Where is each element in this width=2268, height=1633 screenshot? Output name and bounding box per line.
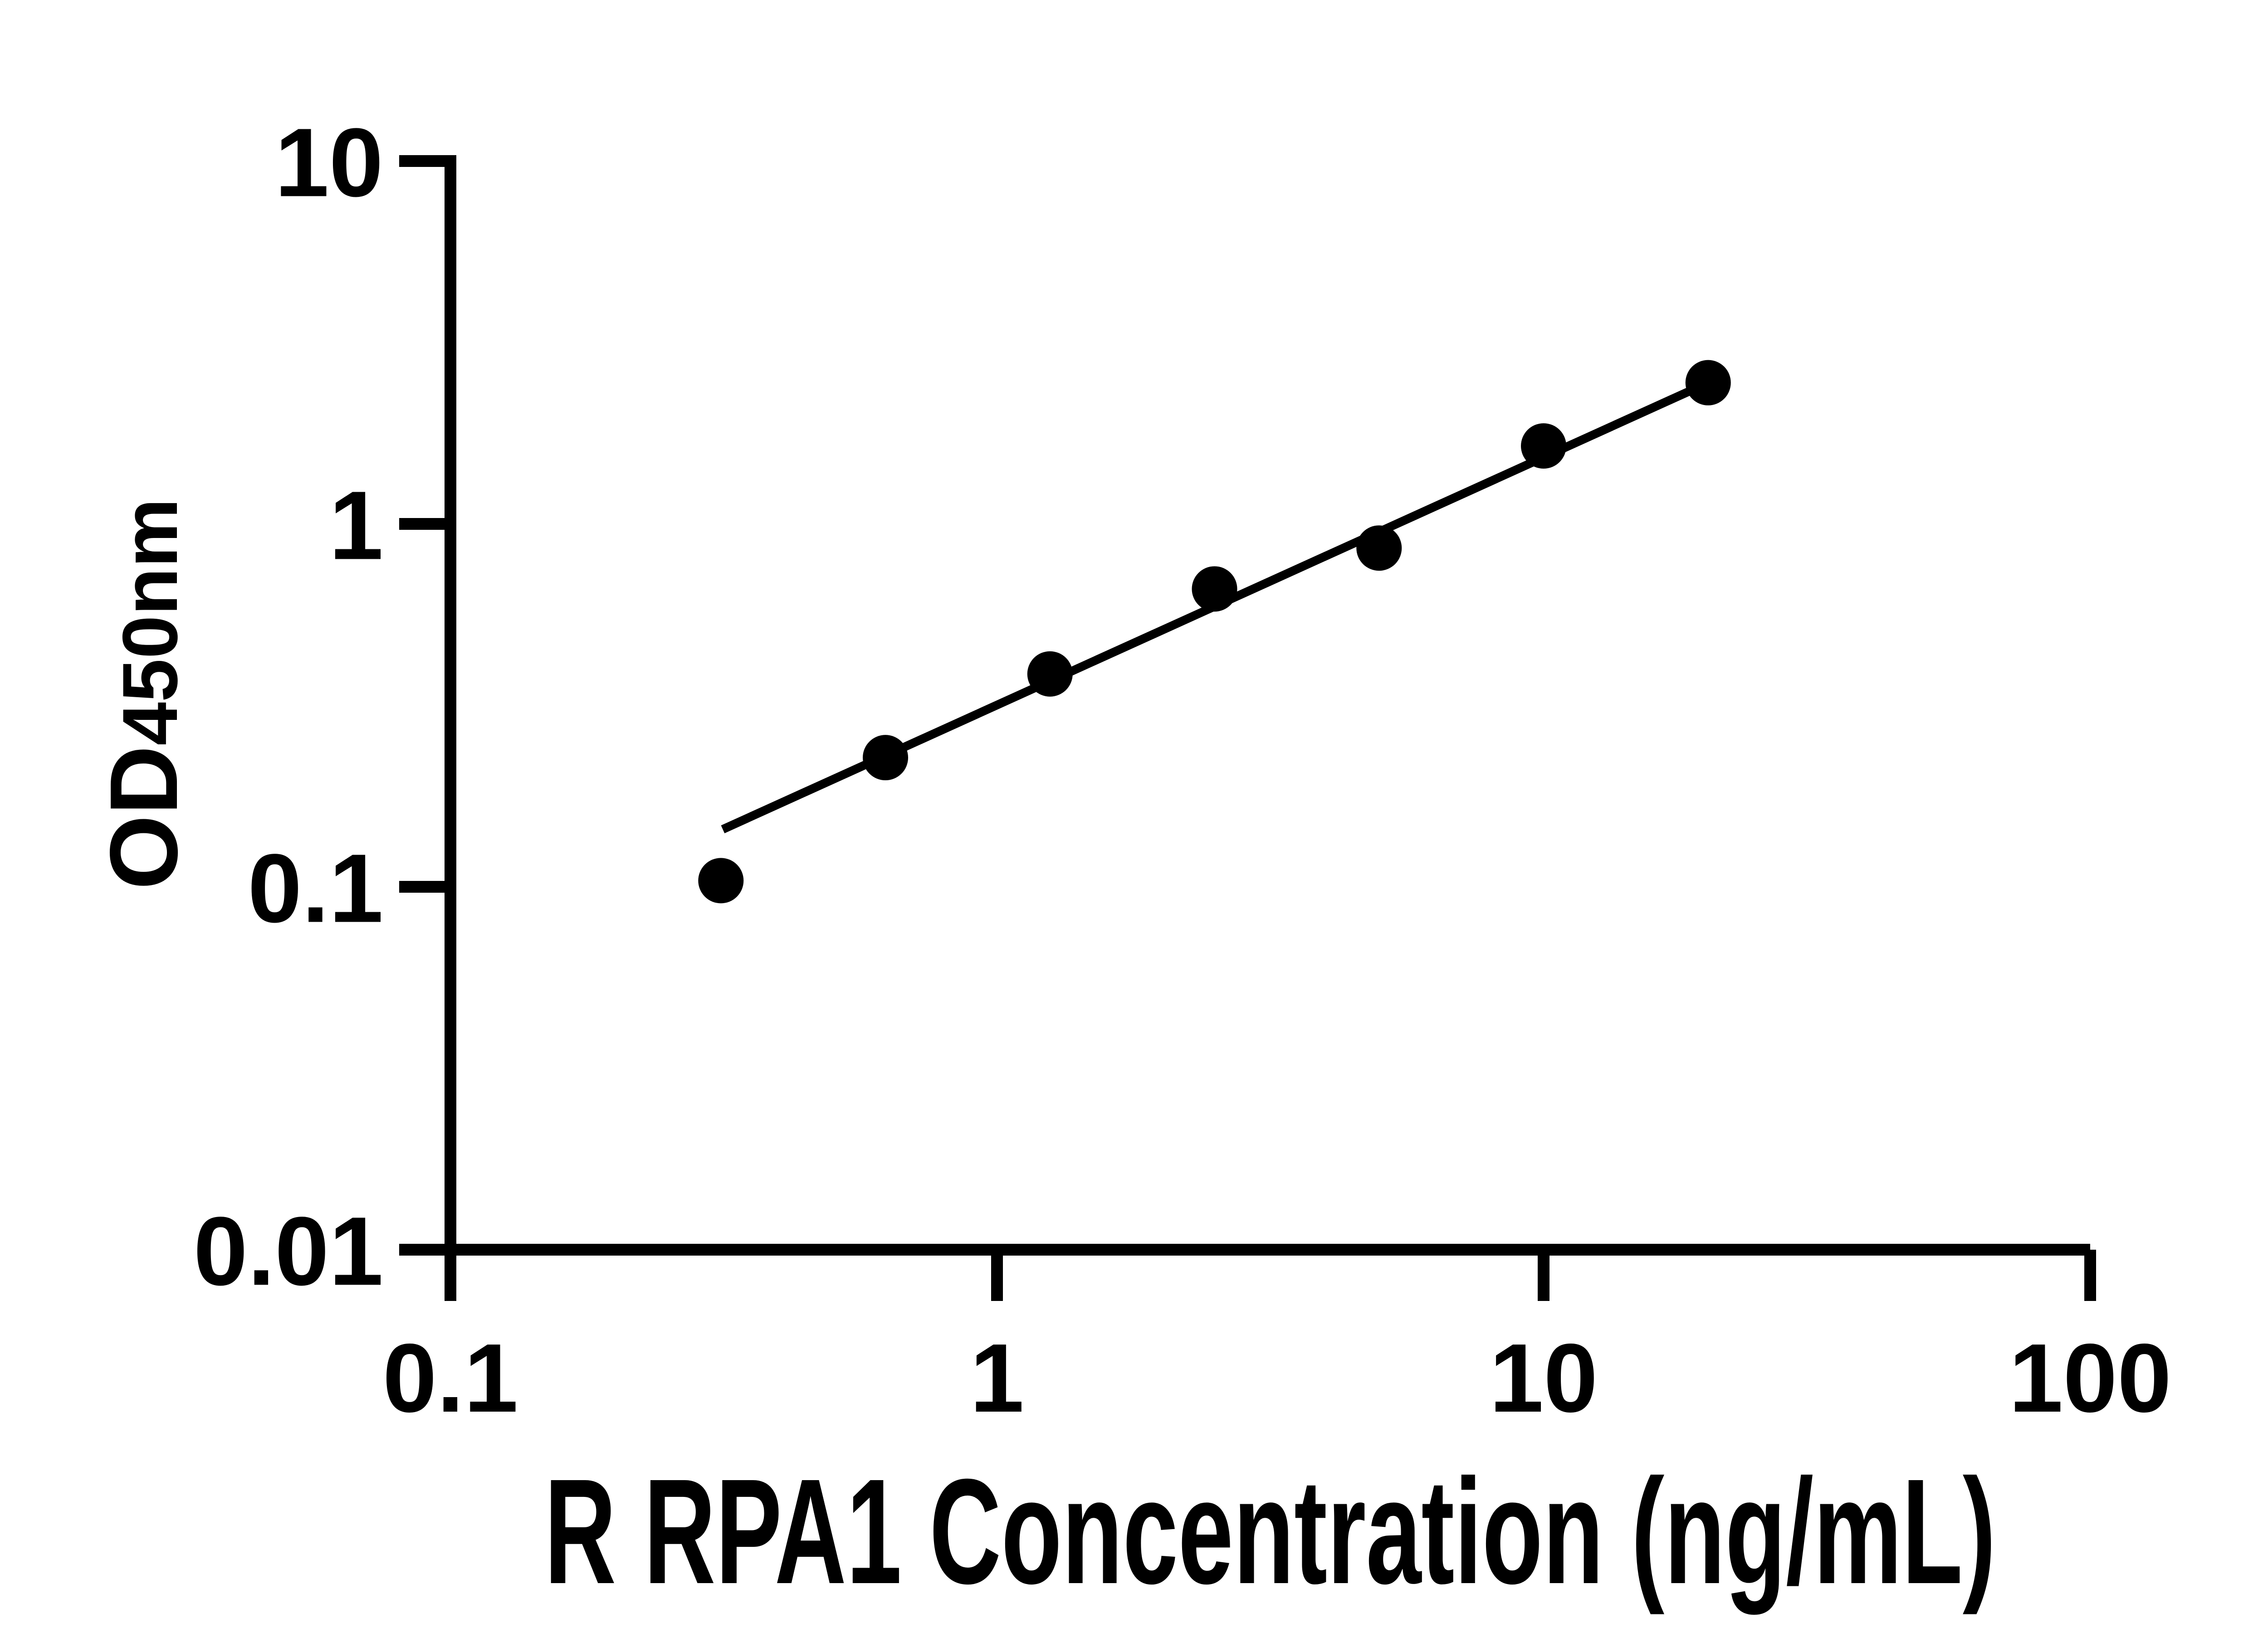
y-tick-label: 0.01 (194, 1196, 383, 1305)
x-tick-label: 10 (1489, 1323, 1598, 1433)
data-point (1685, 360, 1731, 406)
axes-layer (399, 155, 2096, 1301)
data-point (1027, 651, 1073, 697)
x-axis-title: R RPA1 Concentration (ng/mL) (544, 1447, 1996, 1616)
data-point (863, 735, 909, 781)
x-tick-label: 0.1 (383, 1323, 518, 1433)
y-axis-title-subscript: 450nm (107, 499, 194, 746)
x-tick-label: 100 (2009, 1323, 2172, 1433)
y-axis-title: OD450nm (90, 499, 197, 890)
x-tick-label: 1 (970, 1323, 1024, 1433)
data-point (1356, 525, 1402, 571)
data-point (1192, 566, 1237, 612)
y-tick-label: 1 (329, 470, 383, 580)
data-point (698, 858, 744, 904)
y-tick-label: 0.1 (248, 833, 383, 943)
y-tick-label: 10 (275, 108, 383, 217)
y-axis-title-main: OD (90, 745, 197, 890)
data-point (1521, 423, 1566, 469)
series-layer (698, 360, 1731, 904)
